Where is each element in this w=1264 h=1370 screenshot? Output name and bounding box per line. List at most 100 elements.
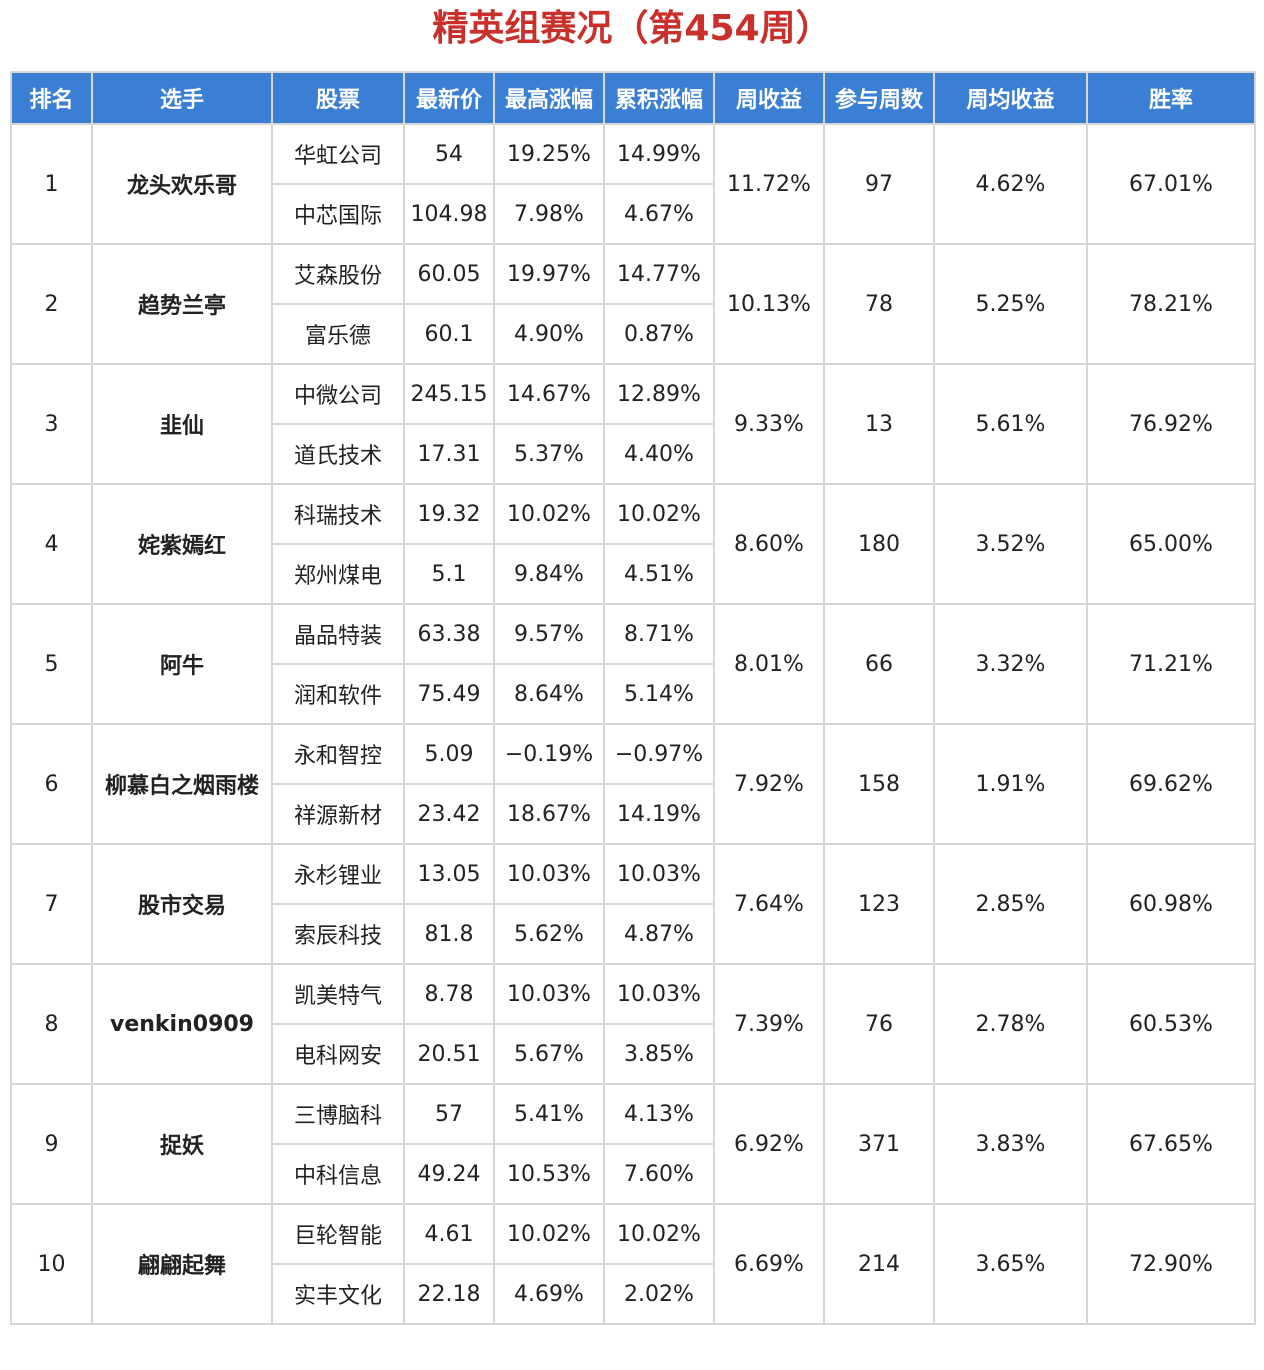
- win-rate-cell: 76.92%: [1086, 363, 1256, 485]
- table-row: 5 阿牛 晶品特装 63.38 9.57% 8.71% 8.01% 66 3.32% 71.21%: [10, 603, 1256, 725]
- table-row: 润和软件 75.49 8.64% 5.14%: [11, 663, 1255, 725]
- avg-return-cell: 3.83%: [933, 1083, 1088, 1205]
- price-cell: 23.42: [403, 783, 495, 845]
- price-cell: 5.09: [403, 723, 495, 785]
- stock-name[interactable]: 科瑞技术: [271, 483, 405, 545]
- stock-name[interactable]: 富乐德: [271, 303, 405, 365]
- rank-cell: 2: [10, 243, 93, 365]
- cum-gain-cell: 2.02%: [603, 1263, 715, 1325]
- table-row: 9 捉妖 三博脑科 57 5.41% 4.13% 6.92% 371 3.83% 67.65%: [10, 1083, 1256, 1205]
- col-header-player[interactable]: 选手: [91, 71, 273, 125]
- col-header-weeks[interactable]: 参与周数: [823, 71, 935, 125]
- player-name[interactable]: venkin0909: [91, 963, 273, 1085]
- player-name[interactable]: 股市交易: [91, 843, 273, 965]
- cum-gain-cell: 4.13%: [603, 1083, 715, 1145]
- col-header-week-return[interactable]: 周收益: [713, 71, 825, 125]
- stock-name[interactable]: 永和智控: [271, 723, 405, 785]
- stock-name[interactable]: 中科信息: [271, 1143, 405, 1205]
- col-header-avg-return[interactable]: 周均收益: [933, 71, 1088, 125]
- max-gain-cell: 8.64%: [493, 663, 605, 725]
- stock-name[interactable]: 巨轮智能: [271, 1203, 405, 1265]
- avg-return-cell: 3.65%: [933, 1203, 1088, 1325]
- max-gain-cell: 9.84%: [493, 543, 605, 605]
- cum-gain-cell: 4.51%: [603, 543, 715, 605]
- week-return-cell: 7.92%: [713, 723, 825, 845]
- stock-name[interactable]: 索辰科技: [271, 903, 405, 965]
- col-header-win-rate[interactable]: 胜率: [1086, 71, 1256, 125]
- table-row: 1 龙头欢乐哥 华虹公司 54 19.25% 14.99% 11.72% 97 4.62% 67.…: [10, 123, 1256, 245]
- col-header-price[interactable]: 最新价: [403, 71, 495, 125]
- player-name[interactable]: 翩翩起舞: [91, 1203, 273, 1325]
- player-name[interactable]: 捉妖: [91, 1083, 273, 1205]
- player-name[interactable]: 姹紫嫣红: [91, 483, 273, 605]
- avg-return-cell: 5.25%: [933, 243, 1088, 365]
- stock-name[interactable]: 润和软件: [271, 663, 405, 725]
- price-cell: 104.98: [403, 183, 495, 245]
- cum-gain-cell: 7.60%: [603, 1143, 715, 1205]
- stock-name[interactable]: 永杉锂业: [271, 843, 405, 905]
- player-name[interactable]: 趋势兰亭: [91, 243, 273, 365]
- avg-return-cell: 3.52%: [933, 483, 1088, 605]
- stock-name[interactable]: 道氏技术: [271, 423, 405, 485]
- win-rate-cell: 72.90%: [1086, 1203, 1256, 1325]
- stock-name[interactable]: 祥源新材: [271, 783, 405, 845]
- player-name[interactable]: 韭仙: [91, 363, 273, 485]
- week-return-cell: 9.33%: [713, 363, 825, 485]
- rank-cell: 6: [10, 723, 93, 845]
- rank-cell: 4: [10, 483, 93, 605]
- price-cell: 54: [403, 123, 495, 185]
- rank-cell: 8: [10, 963, 93, 1085]
- price-cell: 49.24: [403, 1143, 495, 1205]
- stock-name[interactable]: 中微公司: [271, 363, 405, 425]
- col-header-max-gain[interactable]: 最高涨幅: [493, 71, 605, 125]
- max-gain-cell: 14.67%: [493, 363, 605, 425]
- max-gain-cell: 19.97%: [493, 243, 605, 305]
- stock-name[interactable]: 晶品特装: [271, 603, 405, 665]
- weeks-cell: 180: [823, 483, 935, 605]
- table-row: 10 翩翩起舞 巨轮智能 4.61 10.02% 10.02% 6.69% 214 3.65% 7…: [10, 1203, 1256, 1325]
- price-cell: 20.51: [403, 1023, 495, 1085]
- weeks-cell: 76: [823, 963, 935, 1085]
- table-header: 排名 选手 股票 最新价 最高涨幅 累积涨幅 周收益 参与周数 周均收益 胜率: [10, 71, 1256, 125]
- max-gain-cell: 5.62%: [493, 903, 605, 965]
- stock-name[interactable]: 三博脑科: [271, 1083, 405, 1145]
- rank-cell: 5: [10, 603, 93, 725]
- col-header-rank[interactable]: 排名: [10, 71, 93, 125]
- table-row: 道氏技术 17.31 5.37% 4.40%: [11, 423, 1255, 485]
- avg-return-cell: 2.78%: [933, 963, 1088, 1085]
- table-row: 6 柳慕白之烟雨楼 永和智控 5.09 −0.19% −0.97% 7.92% 158 1.91…: [10, 723, 1256, 845]
- table-body: 1 龙头欢乐哥 华虹公司 54 19.25% 14.99% 11.72% 97 4.62% 67.…: [10, 123, 1256, 1325]
- player-name[interactable]: 柳慕白之烟雨楼: [91, 723, 273, 845]
- cum-gain-cell: 10.03%: [603, 963, 715, 1025]
- stock-name[interactable]: 电科网安: [271, 1023, 405, 1085]
- weeks-cell: 214: [823, 1203, 935, 1325]
- week-return-cell: 8.01%: [713, 603, 825, 725]
- win-rate-cell: 71.21%: [1086, 603, 1256, 725]
- weeks-cell: 78: [823, 243, 935, 365]
- col-header-stock[interactable]: 股票: [271, 71, 405, 125]
- player-name[interactable]: 阿牛: [91, 603, 273, 725]
- stock-name[interactable]: 艾森股份: [271, 243, 405, 305]
- price-cell: 5.1: [403, 543, 495, 605]
- max-gain-cell: 18.67%: [493, 783, 605, 845]
- stock-name[interactable]: 中芯国际: [271, 183, 405, 245]
- cum-gain-cell: 10.02%: [603, 483, 715, 545]
- stock-name[interactable]: 实丰文化: [271, 1263, 405, 1325]
- col-header-cum-gain[interactable]: 累积涨幅: [603, 71, 715, 125]
- table-row: 富乐德 60.1 4.90% 0.87%: [11, 303, 1255, 365]
- price-cell: 75.49: [403, 663, 495, 725]
- stock-name[interactable]: 郑州煤电: [271, 543, 405, 605]
- rank-cell: 1: [10, 123, 93, 245]
- price-cell: 57: [403, 1083, 495, 1145]
- max-gain-cell: 10.02%: [493, 1203, 605, 1265]
- player-name[interactable]: 龙头欢乐哥: [91, 123, 273, 245]
- win-rate-cell: 65.00%: [1086, 483, 1256, 605]
- max-gain-cell: 7.98%: [493, 183, 605, 245]
- rank-cell: 3: [10, 363, 93, 485]
- table-row: 电科网安 20.51 5.67% 3.85%: [11, 1023, 1255, 1085]
- stock-name[interactable]: 华虹公司: [271, 123, 405, 185]
- stock-name[interactable]: 凯美特气: [271, 963, 405, 1025]
- price-cell: 4.61: [403, 1203, 495, 1265]
- max-gain-cell: 5.41%: [493, 1083, 605, 1145]
- max-gain-cell: 10.03%: [493, 843, 605, 905]
